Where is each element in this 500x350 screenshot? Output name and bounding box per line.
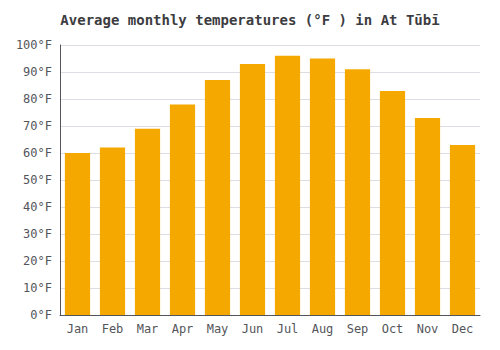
svg-text:70°F: 70°F xyxy=(23,119,52,133)
svg-text:60°F: 60°F xyxy=(23,146,52,160)
svg-text:40°F: 40°F xyxy=(23,200,52,214)
svg-text:0°F: 0°F xyxy=(30,308,52,322)
svg-text:Mar: Mar xyxy=(137,322,159,336)
svg-text:Apr: Apr xyxy=(172,322,194,336)
svg-text:100°F: 100°F xyxy=(16,38,52,52)
svg-text:May: May xyxy=(207,322,229,336)
svg-text:20°F: 20°F xyxy=(23,254,52,268)
svg-text:Nov: Nov xyxy=(417,322,439,336)
svg-text:80°F: 80°F xyxy=(23,92,52,106)
svg-text:Jul: Jul xyxy=(277,322,299,336)
svg-text:Aug: Aug xyxy=(312,322,334,336)
svg-text:90°F: 90°F xyxy=(23,65,52,79)
svg-text:Average monthly temperatures (: Average monthly temperatures (°F ) in At… xyxy=(60,12,439,28)
svg-text:Jan: Jan xyxy=(67,322,89,336)
svg-text:Jun: Jun xyxy=(242,322,264,336)
svg-text:Oct: Oct xyxy=(382,322,404,336)
svg-text:Sep: Sep xyxy=(347,322,369,336)
svg-text:Feb: Feb xyxy=(102,322,124,336)
svg-text:Dec: Dec xyxy=(452,322,474,336)
svg-text:50°F: 50°F xyxy=(23,173,52,187)
svg-text:30°F: 30°F xyxy=(23,227,52,241)
svg-text:10°F: 10°F xyxy=(23,281,52,295)
